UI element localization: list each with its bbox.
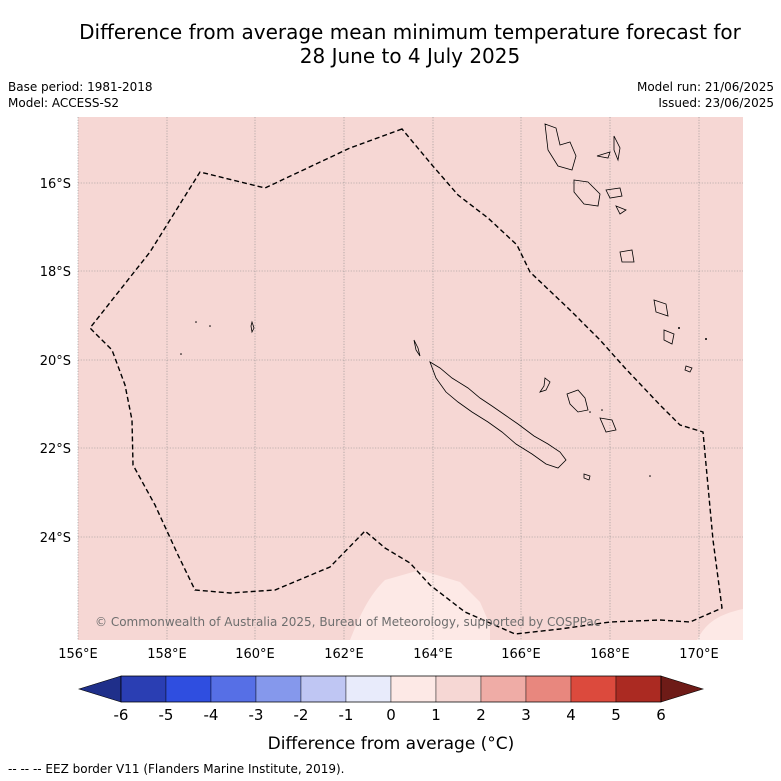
lat-labels: 16°S 18°S 20°S 22°S 24°S: [40, 177, 71, 546]
islet-8: [589, 411, 591, 413]
lon-label-156: 156°E: [58, 647, 98, 662]
colorbar-segment: [525, 675, 572, 703]
colorbar-tick-label: 6: [656, 706, 666, 724]
lat-label-16: 16°S: [40, 177, 71, 192]
colorbar-frame: [120, 675, 662, 703]
colorbar-tick-label: -4: [204, 706, 219, 724]
model-run: Model run: 21/06/2025: [636, 80, 774, 94]
coast-lifou: [566, 389, 589, 413]
coastlines: [250, 123, 693, 481]
title-line-1: Difference from average mean minimum tem…: [79, 20, 741, 44]
islet-1: [195, 321, 197, 323]
colorbar-segment: [615, 675, 662, 703]
colorbar-tick-label: -3: [249, 706, 264, 724]
footer-note: -- -- -- EEZ border V11 (Flanders Marine…: [8, 762, 345, 776]
lon-labels: 156°E 158°E 160°E 162°E 164°E 166°E 168°…: [58, 647, 719, 662]
lat-label-20: 20°S: [40, 354, 71, 369]
coast-ambrym: [605, 187, 623, 199]
coast-tanna: [663, 329, 675, 345]
islet-4: [649, 475, 651, 477]
lon-label-168: 168°E: [590, 647, 630, 662]
lon-label-162: 162°E: [324, 647, 364, 662]
colorbar-tick-label: 5: [611, 706, 621, 724]
model-name: Model: ACCESS-S2: [8, 96, 120, 110]
lon-label-170: 170°E: [679, 647, 719, 662]
lat-label-24: 24°S: [40, 531, 71, 546]
small-islets: [180, 321, 707, 477]
lon-label-166: 166°E: [501, 647, 541, 662]
colorbar-tick-label: 1: [431, 706, 441, 724]
coast-malekula: [573, 179, 601, 207]
coast-pentecost: [613, 135, 621, 162]
colorbar-segment: [120, 675, 167, 703]
colorbar-ticks: -6 -5 -4 -3 -2 -1 0 1 2 3 4 5 6: [114, 706, 666, 724]
coast-new-caledonia: [429, 361, 567, 469]
islet-5: [705, 338, 707, 340]
graticule: [77, 117, 743, 640]
base-period: Base period: 1981-2018: [8, 80, 153, 94]
map-title: Difference from average mean minimum tem…: [40, 20, 780, 68]
colorbar-extend-high: [660, 675, 705, 703]
coast-belep: [413, 339, 421, 357]
anomaly-patch-southeast: [697, 609, 743, 640]
islet-7: [601, 409, 603, 411]
colorbar-segment: [345, 675, 392, 703]
colorbar-segment: [300, 675, 347, 703]
coast-ouvea: [539, 377, 551, 393]
colorbar-tick-label: 2: [476, 706, 486, 724]
colorbar-segments: [120, 675, 662, 703]
coast-mare: [599, 417, 617, 433]
meta-right: Model run: 21/06/2025 Issued: 23/06/2025: [637, 79, 774, 111]
map-panel: © Commonwealth of Australia 2025, Bureau…: [77, 117, 743, 640]
lon-label-158: 158°E: [147, 647, 187, 662]
eez-border: [89, 128, 723, 635]
islet-3: [180, 353, 182, 355]
islet-2: [209, 325, 211, 327]
coast-espiritu-santo: [544, 123, 577, 171]
anomaly-patch-south: [350, 570, 490, 640]
coast-isle-of-pines: [583, 473, 591, 481]
colorbar-segment: [435, 675, 482, 703]
colorbar-label: Difference from average (°C): [268, 734, 515, 754]
colorbar-tick-label: -1: [339, 706, 354, 724]
colorbar-extend-low: [77, 675, 122, 703]
colorbar-segment: [165, 675, 212, 703]
copyright-notice: © Commonwealth of Australia 2025, Bureau…: [95, 615, 600, 629]
issued-date: Issued: 23/06/2025: [658, 96, 774, 110]
colorbar-tick-label: 4: [566, 706, 576, 724]
coast-efate: [619, 249, 635, 263]
coast-chesterfield: [250, 320, 255, 334]
colorbar-segment: [255, 675, 302, 703]
colorbar-tick-label: 0: [386, 706, 396, 724]
coast-aneityum: [684, 365, 693, 373]
meta-left: Base period: 1981-2018 Model: ACCESS-S2: [8, 79, 153, 111]
coast-epi: [615, 205, 627, 215]
colorbar-tick-label: -6: [114, 706, 129, 724]
colorbar-tick-label: -5: [159, 706, 174, 724]
colorbar-tick-label: 3: [521, 706, 531, 724]
colorbar: -6 -5 -4 -3 -2 -1 0 1 2 3 4 5 6 Difference from aver…: [77, 675, 705, 754]
coast-ambae: [596, 151, 611, 159]
lat-label-18: 18°S: [40, 265, 71, 280]
coast-erromango: [653, 299, 669, 317]
colorbar-segment: [210, 675, 257, 703]
map-background: [78, 117, 743, 640]
colorbar-segment: [390, 675, 437, 703]
lon-label-160: 160°E: [235, 647, 275, 662]
title-line-2: 28 June to 4 July 2025: [299, 44, 521, 68]
islet-6: [678, 327, 680, 329]
colorbar-segment: [570, 675, 617, 703]
colorbar-segment: [480, 675, 527, 703]
colorbar-tick-label: -2: [294, 706, 309, 724]
lon-label-164: 164°E: [413, 647, 453, 662]
lat-label-22: 22°S: [40, 442, 71, 457]
